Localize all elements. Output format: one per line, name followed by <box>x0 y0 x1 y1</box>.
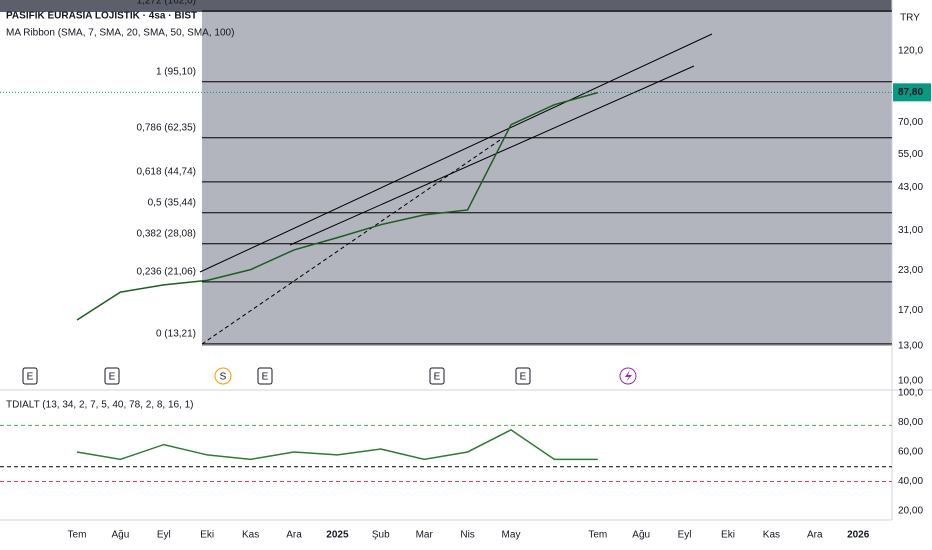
x-tick-label: Şub <box>372 530 390 541</box>
y-tick-label: 10,00 <box>898 375 923 386</box>
x-tick-label: Eki <box>200 530 214 541</box>
last-price-label: 87,80 <box>898 87 923 98</box>
fib-label: 0,618 (44,74) <box>137 166 197 177</box>
x-tick-label: Kas <box>763 530 780 541</box>
x-tick-label: 2025 <box>326 530 349 541</box>
event-marker <box>515 367 531 385</box>
fib-label: 0,382 (28,08) <box>137 228 197 239</box>
top-band <box>0 0 892 12</box>
indicator-legend: MA Ribbon (SMA, 7, SMA, 20, SMA, 50, SMA… <box>6 28 234 39</box>
x-tick-label: Mar <box>416 530 434 541</box>
event-flash <box>619 367 637 385</box>
event-marker <box>257 367 273 385</box>
x-tick-label: Ara <box>807 530 823 541</box>
event-label: E <box>262 372 269 383</box>
event-marker <box>214 367 232 385</box>
y-tick-label: 70,00 <box>898 117 923 128</box>
y-tick-label: 23,00 <box>898 265 923 276</box>
y-tick-label: 43,00 <box>898 182 923 193</box>
event-icon <box>619 367 637 385</box>
y-tick-label: 120,0 <box>898 45 923 56</box>
y-tick-label: 20,00 <box>898 506 923 517</box>
y-tick-label: 100,0 <box>898 388 923 399</box>
x-tick-label: Kas <box>242 530 259 541</box>
event-label: E <box>520 372 527 383</box>
x-tick-label: Tem <box>68 530 87 541</box>
y-tick-label: 17,00 <box>898 305 923 316</box>
x-tick-label: Eyl <box>157 530 171 541</box>
x-tick-label: May <box>502 530 521 541</box>
x-tick-label: Tem <box>588 530 607 541</box>
currency: TRY <box>900 13 920 24</box>
y-tick-label: 40,00 <box>898 476 923 487</box>
event-label: E <box>109 372 116 383</box>
last-price-box <box>893 83 931 102</box>
x-tick-label: 2026 <box>847 530 870 541</box>
y-tick-label: 31,00 <box>898 225 923 236</box>
event-marker <box>429 367 445 385</box>
event-marker <box>22 367 38 385</box>
shaded-region <box>202 0 892 346</box>
trend-line <box>199 33 713 273</box>
price-line <box>76 428 598 461</box>
x-tick-label: Ağu <box>112 530 130 541</box>
indicator-title: TDIALT (13, 34, 2, 7, 5, 40, 78, 2, 8, 1… <box>6 400 194 411</box>
fib-label: 0,236 (21,06) <box>137 267 197 278</box>
y-tick-label: 60,00 <box>898 447 923 458</box>
event-label: E <box>434 372 441 383</box>
fib-label: 1,272 (162,0) <box>137 0 197 7</box>
fib-label: 0,5 (35,44) <box>148 197 196 208</box>
x-tick-label: Nis <box>460 530 474 541</box>
trend-line <box>289 65 695 246</box>
event-icon <box>625 370 632 382</box>
fib-label: 0,786 (62,35) <box>137 122 197 133</box>
event-marker <box>104 367 120 385</box>
y-tick-label: 80,00 <box>898 417 923 428</box>
event-label: S <box>220 372 227 383</box>
y-tick-label: 55,00 <box>898 149 923 160</box>
x-tick-label: Eyl <box>678 530 692 541</box>
fib-label: 0 (13,21) <box>156 328 196 339</box>
event-label: E <box>27 372 34 383</box>
fib-label: 1 (95,10) <box>156 66 196 77</box>
x-tick-label: Eki <box>721 530 735 541</box>
y-tick-label: 13,00 <box>898 341 923 352</box>
x-tick-label: Ağu <box>632 530 650 541</box>
price-line <box>76 91 599 321</box>
chart-title: PASIFIK EURASIA LOJISTIK · 4sa · BIST <box>6 11 197 22</box>
x-tick-label: Ara <box>286 530 302 541</box>
